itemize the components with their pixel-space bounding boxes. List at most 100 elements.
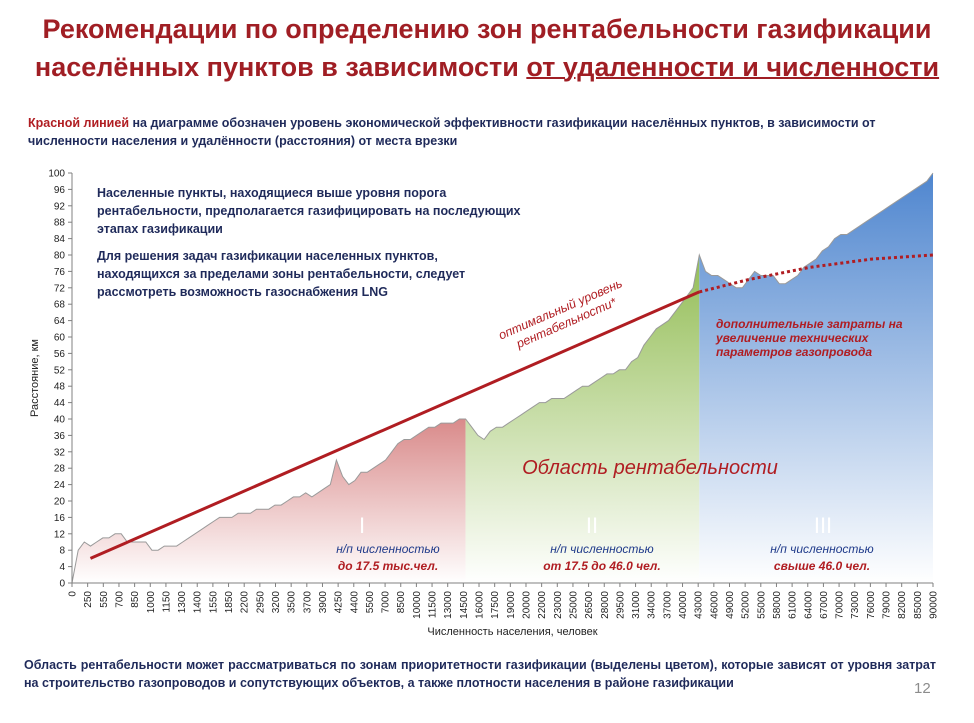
x-tick-label: 46000 — [709, 591, 720, 619]
x-tick-label: 10000 — [412, 591, 423, 619]
x-tick-label: 40000 — [678, 591, 689, 619]
zone-area-I — [72, 419, 466, 583]
x-tick-label: 1400 — [193, 591, 204, 614]
zone-label-line1-II: н/п численностью — [550, 542, 653, 556]
title-line-2-underlined: от удаленности и численности — [526, 52, 940, 82]
zone-label-line1-III: н/п численностью — [770, 542, 873, 556]
y-tick-label: 24 — [54, 480, 66, 491]
x-tick-label: 3700 — [302, 591, 313, 614]
x-tick-label: 67000 — [819, 591, 830, 619]
y-axis-title: Расстояние, км — [29, 339, 41, 417]
x-tick-label: 55000 — [756, 591, 767, 619]
x-tick-label: 1850 — [224, 591, 235, 614]
x-tick-label: 23000 — [553, 591, 564, 619]
zone-label-line2-I: до 17.5 тыс.чел. — [338, 559, 438, 573]
x-tick-label: 11500 — [428, 591, 439, 619]
series-outline — [71, 172, 934, 584]
x-tick-label: 82000 — [897, 591, 908, 619]
threshold-line-solid — [89, 290, 700, 560]
x-tick-label: 4250 — [334, 591, 345, 614]
x-tick-label: 1550 — [208, 591, 219, 614]
x-tick-label: 700 — [114, 591, 125, 608]
x-tick-label: 20000 — [521, 591, 532, 619]
zone-label-line2-III: свыше 46.0 чел. — [774, 559, 870, 573]
zone-label-line1-I: н/п численностью — [336, 542, 439, 556]
x-tick-label: 5500 — [365, 591, 376, 614]
y-tick-label: 32 — [54, 447, 66, 458]
zone-area-III — [699, 173, 933, 583]
y-tick-label: 28 — [54, 464, 66, 475]
y-tick-label: 20 — [54, 497, 66, 508]
y-tick-label: 8 — [59, 546, 65, 557]
x-tick-label: 90000 — [929, 591, 940, 619]
x-tick-label: 22000 — [537, 591, 548, 619]
title-line-2-plain: населённых пунктов в зависимости — [34, 52, 527, 82]
y-tick-label: 92 — [54, 201, 66, 212]
y-tick-label: 36 — [54, 431, 66, 442]
title-line-1: Рекомендации по определению зон рентабел… — [42, 14, 932, 44]
footer-text: Область рентабельности может рассматрива… — [24, 658, 936, 690]
x-tick-label: 25000 — [568, 591, 579, 619]
page-number: 12 — [914, 680, 931, 697]
x-tick-label: 76000 — [866, 591, 877, 619]
y-tick-label: 80 — [54, 251, 66, 262]
y-tick-label: 56 — [54, 349, 66, 360]
zone-roman-II: II — [586, 513, 598, 538]
x-tick-label: 79000 — [882, 591, 893, 619]
y-tick-label: 100 — [48, 169, 65, 180]
page-title: Рекомендации по определению зон рентабел… — [0, 10, 974, 86]
x-tick-label: 17500 — [490, 591, 501, 619]
x-tick-label: 2950 — [255, 591, 266, 614]
note-above-threshold: Населенные пункты, находящиеся выше уров… — [97, 186, 521, 236]
x-tick-label: 1150 — [161, 591, 172, 613]
zone-roman-I: I — [359, 513, 365, 538]
x-tick-label: 2200 — [240, 591, 251, 614]
zone-label-line2-II: от 17.5 до 46.0 чел. — [543, 559, 660, 573]
x-tick-label: 1000 — [146, 591, 157, 614]
x-tick-label: 0 — [68, 591, 79, 597]
chart-description: Красной линией на диаграмме обозначен ур… — [28, 114, 938, 150]
x-tick-label: 4400 — [349, 591, 360, 614]
description-text: на диаграмме обозначен уровень экономиче… — [28, 116, 876, 148]
note-lng: Для решения задач газификации населенных… — [97, 249, 466, 299]
x-tick-label: 8500 — [396, 591, 407, 614]
y-tick-label: 84 — [54, 234, 66, 245]
x-tick-label: 64000 — [803, 591, 814, 619]
x-axis-title: Численность населения, человек — [427, 626, 597, 638]
x-tick-label: 850 — [130, 591, 141, 608]
x-tick-label: 26500 — [584, 591, 595, 619]
x-tick-label: 29500 — [615, 591, 626, 619]
x-tick-label: 3500 — [287, 591, 298, 614]
x-tick-label: 250 — [83, 591, 94, 608]
y-tick-label: 72 — [54, 283, 66, 294]
x-tick-label: 49000 — [725, 591, 736, 619]
x-tick-label: 19000 — [506, 591, 517, 619]
y-tick-label: 52 — [54, 365, 66, 376]
x-tick-label: 13000 — [443, 591, 454, 619]
x-tick-label: 43000 — [694, 591, 705, 619]
y-tick-label: 4 — [59, 562, 65, 573]
y-tick-label: 12 — [54, 529, 66, 540]
x-tick-label: 7000 — [381, 591, 392, 614]
x-tick-label: 31000 — [631, 591, 642, 619]
description-red-highlight: Красной линией — [28, 116, 130, 130]
x-tick-label: 70000 — [835, 591, 846, 619]
x-tick-label: 58000 — [772, 591, 783, 619]
y-tick-label: 64 — [54, 316, 66, 327]
y-tick-label: 44 — [54, 398, 66, 409]
x-tick-label: 73000 — [850, 591, 861, 619]
profit-area-label: Область рентабельности — [522, 457, 778, 479]
x-tick-label: 85000 — [913, 591, 924, 619]
x-tick-label: 14500 — [459, 591, 470, 619]
y-tick-label: 0 — [59, 579, 65, 590]
extra-costs-line: увеличение технических — [715, 331, 870, 345]
title-line-2: населённых пунктов в зависимости от удал… — [0, 48, 974, 86]
y-tick-label: 40 — [54, 415, 66, 426]
y-tick-label: 60 — [54, 333, 66, 344]
extra-costs-label: дополнительные затраты на увеличение техн… — [715, 317, 903, 359]
y-tick-label: 88 — [54, 218, 66, 229]
x-tick-label: 3900 — [318, 591, 329, 614]
x-tick-label: 34000 — [647, 591, 658, 619]
zone-roman-III: III — [814, 513, 832, 538]
